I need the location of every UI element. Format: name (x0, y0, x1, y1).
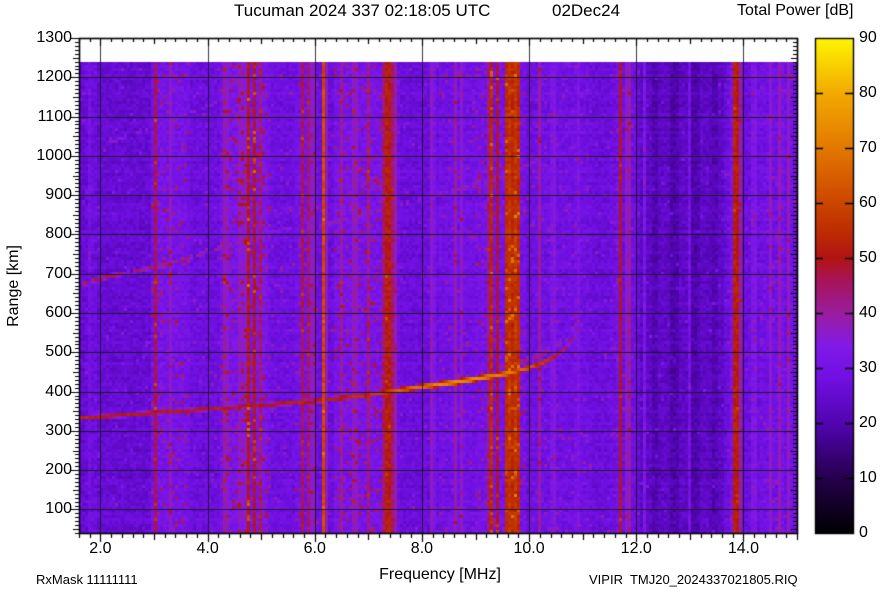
y-tick-label: 500 (45, 343, 72, 361)
colorbar-tick-label: 80 (859, 84, 877, 101)
colorbar-tick-label: 20 (859, 414, 877, 431)
y-tick-label: 1100 (37, 107, 72, 125)
y-tick-label: 1300 (36, 29, 72, 46)
x-axis-label: Frequency [MHz] (379, 566, 501, 583)
colorbar-tick-label: 60 (859, 194, 877, 211)
x-tick-label: 2.0 (89, 540, 112, 557)
x-tick-label: 4.0 (196, 540, 219, 557)
y-axis-label: Range [km] (5, 245, 22, 327)
x-tick-label: 12.0 (620, 540, 652, 557)
colorbar-tick-label: 70 (859, 139, 877, 156)
rx-mask-label: RxMask 11111111 (36, 572, 138, 587)
colorbar-tick-label: 30 (859, 359, 877, 376)
y-tick-label: 1000 (36, 146, 72, 164)
y-tick-label: 600 (45, 304, 72, 321)
y-tick-label: 300 (45, 421, 72, 439)
y-tick-label: 100 (45, 500, 72, 518)
page-title: Tucuman 2024 337 02:18:05 UTC (234, 1, 491, 20)
colorbar-tick-label: 40 (859, 304, 877, 321)
y-tick-label: 1200 (36, 68, 72, 86)
colorbar-tick-label: 10 (859, 469, 877, 486)
colorbar-tick-label: 50 (859, 249, 877, 266)
colorbar-tick-label: 90 (859, 29, 877, 46)
y-tick-label: 900 (45, 186, 72, 204)
x-tick-label: 6.0 (303, 540, 326, 557)
colorbar-tick-label: 0 (859, 524, 868, 541)
y-tick-label: 800 (45, 225, 72, 243)
x-tick-label: 8.0 (410, 540, 434, 557)
y-tick-label: 200 (45, 461, 72, 479)
y-tick-label: 400 (45, 382, 72, 400)
x-tick-label: 10.0 (513, 540, 545, 557)
x-tick-label: 14.0 (727, 540, 759, 557)
y-tick-label: 700 (45, 264, 72, 282)
colorbar-title: Total Power [dB] (737, 2, 854, 19)
data-file-label: VIPIR TMJ20_2024337021805.RIQ (589, 572, 798, 587)
date-label: 02Dec24 (552, 1, 621, 20)
